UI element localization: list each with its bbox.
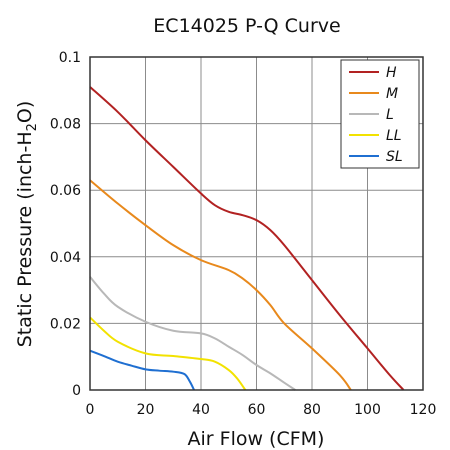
x-tick-label: 60	[248, 402, 266, 418]
y-axis-label-tail: O)	[14, 101, 36, 123]
x-tick-labels: 0 20 40 60 80 100 120	[86, 402, 437, 418]
y-tick-label: 0.08	[50, 117, 81, 133]
y-tick-labels: 0 0.02 0.04 0.06 0.08 0.1	[50, 50, 81, 399]
legend-label-sl: SL	[386, 149, 403, 165]
legend-label-ll: LL	[386, 128, 402, 144]
legend-label-l: L	[386, 107, 394, 123]
x-tick-label: 20	[137, 402, 155, 418]
series-lines	[89, 86, 405, 391]
x-axis-label: Air Flow (CFM)	[188, 428, 325, 450]
legend-label-h: H	[386, 65, 397, 81]
y-tick-label: 0.04	[50, 250, 81, 266]
y-axis-label-main: Static Pressure (inch-H	[14, 131, 36, 347]
plot-frame	[89, 56, 424, 391]
series-line-ll	[89, 316, 247, 391]
x-tick-label: 80	[303, 402, 321, 418]
chart-title: EC14025 P-Q Curve	[153, 15, 340, 37]
x-tick-label: 100	[354, 402, 381, 418]
series-line-h	[89, 86, 405, 391]
x-tick-label: 120	[410, 402, 437, 418]
series-line-l	[89, 276, 296, 391]
series-line-m	[89, 179, 352, 391]
x-tick-label: 40	[192, 402, 210, 418]
y-axis-label: Static Pressure (inch-H2O)	[14, 101, 40, 348]
y-axis-label-subscript: 2	[25, 123, 40, 131]
x-tick-label: 0	[86, 402, 95, 418]
y-tick-label: 0	[72, 383, 81, 399]
legend-label-m: M	[386, 86, 398, 102]
y-tick-label: 0.02	[50, 316, 81, 332]
y-tick-label: 0.1	[59, 50, 81, 66]
y-tick-label: 0.06	[50, 183, 81, 199]
series-line-sl	[89, 349, 195, 391]
